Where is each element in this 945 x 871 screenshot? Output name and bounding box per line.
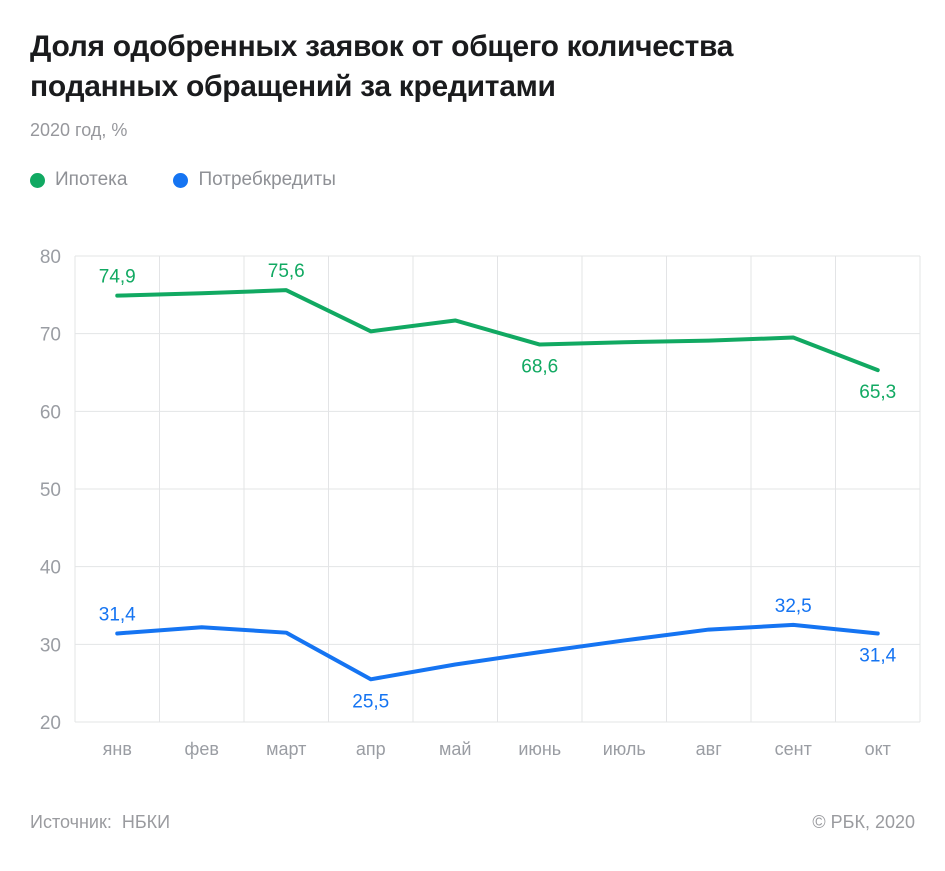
page-title-line-2: поданных обращений за кредитами — [30, 70, 556, 103]
legend-dot-green-icon — [30, 172, 45, 188]
x-tick-label: янв — [103, 739, 132, 759]
source-label: Источник: — [30, 812, 112, 832]
x-tick-label: июнь — [518, 739, 561, 759]
legend-label-potrebkredity: Потребкредиты — [198, 169, 336, 190]
point-label: 65,3 — [859, 382, 896, 403]
x-tick-label: апр — [356, 739, 386, 759]
series-line-ipoteka — [115, 288, 880, 373]
legend-dot-blue-icon — [173, 172, 189, 188]
x-tick-label: май — [439, 739, 471, 759]
point-label: 68,6 — [521, 357, 558, 378]
x-tick-label: окт — [865, 739, 891, 759]
point-label: 75,6 — [268, 261, 305, 282]
y-tick-label: 70 — [40, 325, 61, 346]
x-tick-label: авг — [696, 739, 723, 759]
y-tick-label: 40 — [40, 558, 61, 579]
source-note: Источник: НБКИ — [30, 812, 170, 833]
chart-subtitle: 2020 год, % — [30, 120, 128, 140]
x-tick-label: сент — [775, 739, 812, 759]
point-label: 31,4 — [99, 604, 136, 625]
point-label: 32,5 — [775, 596, 812, 617]
legend-item-ipoteka: Ипотека — [30, 169, 127, 191]
chart-header: Доля одобренных заявок от общего количес… — [30, 27, 915, 107]
y-tick-label: 80 — [40, 247, 61, 268]
point-label: 25,5 — [352, 691, 389, 712]
chart-footer: Источник: НБКИ © РБК, 2020 — [30, 812, 915, 833]
series-line-potrebkredity — [115, 622, 880, 682]
point-label: 31,4 — [859, 645, 896, 666]
legend-item-potrebkredity: Потребкредиты — [173, 169, 336, 191]
source-value: НБКИ — [121, 812, 171, 832]
y-tick-label: 50 — [40, 480, 61, 501]
point-label: 74,9 — [99, 267, 136, 288]
y-tick-label: 60 — [40, 402, 61, 423]
x-tick-label: март — [266, 739, 306, 759]
y-tick-label: 30 — [40, 635, 61, 656]
chart-legend: Ипотека Потребкредиты — [30, 169, 336, 191]
x-tick-label: июль — [603, 739, 646, 759]
copyright-note: © РБК, 2020 — [812, 812, 915, 832]
legend-label-ipoteka: Ипотека — [55, 169, 128, 190]
x-tick-label: фев — [185, 739, 219, 759]
page-title-line-1: Доля одобренных заявок от общего количес… — [30, 30, 734, 63]
page-title: Доля одобренных заявок от общего количес… — [30, 27, 915, 107]
y-tick-label: 20 — [40, 713, 61, 734]
